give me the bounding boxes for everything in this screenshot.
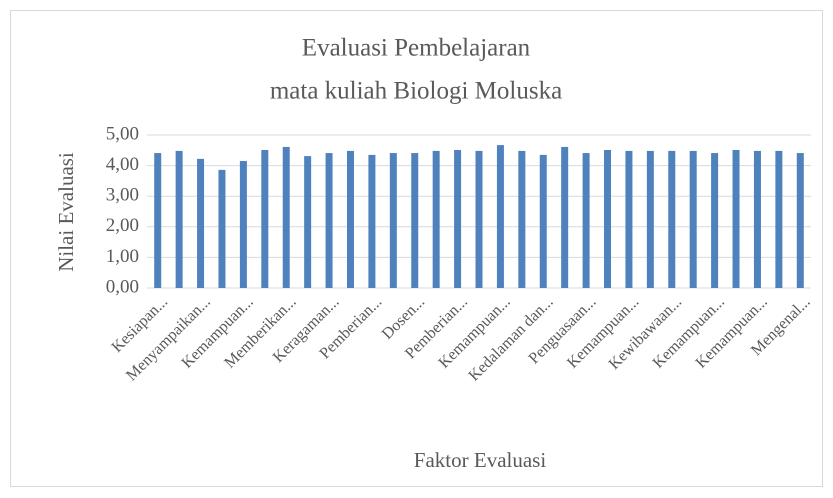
bar: [454, 149, 462, 288]
bar: [539, 154, 547, 288]
bar: [368, 154, 376, 288]
bar: [154, 153, 162, 288]
bar: [496, 145, 504, 288]
bar: [711, 153, 719, 288]
bar: [304, 156, 312, 288]
y-tick-label: 4,00: [106, 154, 139, 175]
bar: [604, 149, 612, 288]
bar: [561, 146, 569, 288]
bar: [668, 150, 676, 288]
bar: [625, 150, 633, 288]
bar: [239, 161, 247, 288]
y-axis-title: Nilai Evaluasi: [54, 152, 78, 272]
bar: [732, 149, 740, 288]
bar: [582, 153, 590, 288]
bar: [411, 153, 419, 288]
bar: [432, 150, 440, 288]
y-tick-label: 1,00: [106, 246, 139, 267]
x-axis-title: Faktor Evaluasi: [414, 448, 547, 472]
y-tick-label: 2,00: [106, 215, 139, 236]
bar: [282, 146, 290, 288]
bar: [475, 150, 483, 288]
bar: [389, 153, 397, 288]
y-tick-label: 0,00: [106, 276, 139, 297]
bar: [325, 153, 333, 288]
bar: [197, 158, 205, 288]
bar: [689, 150, 697, 288]
bar: [775, 150, 783, 288]
y-tick-label: 3,00: [106, 185, 139, 206]
bar: [753, 150, 761, 288]
chart-title: Evaluasi Pembelajaran: [302, 35, 531, 62]
bar: [646, 150, 654, 288]
bar: [796, 153, 804, 288]
bar: [218, 169, 226, 288]
chart-subtitle: mata kuliah Biologi Moluska: [270, 78, 562, 105]
y-tick-label: 5,00: [106, 123, 139, 144]
bar: [346, 150, 354, 288]
bar: [261, 149, 269, 288]
bar: [175, 150, 183, 288]
bar: [518, 150, 526, 288]
